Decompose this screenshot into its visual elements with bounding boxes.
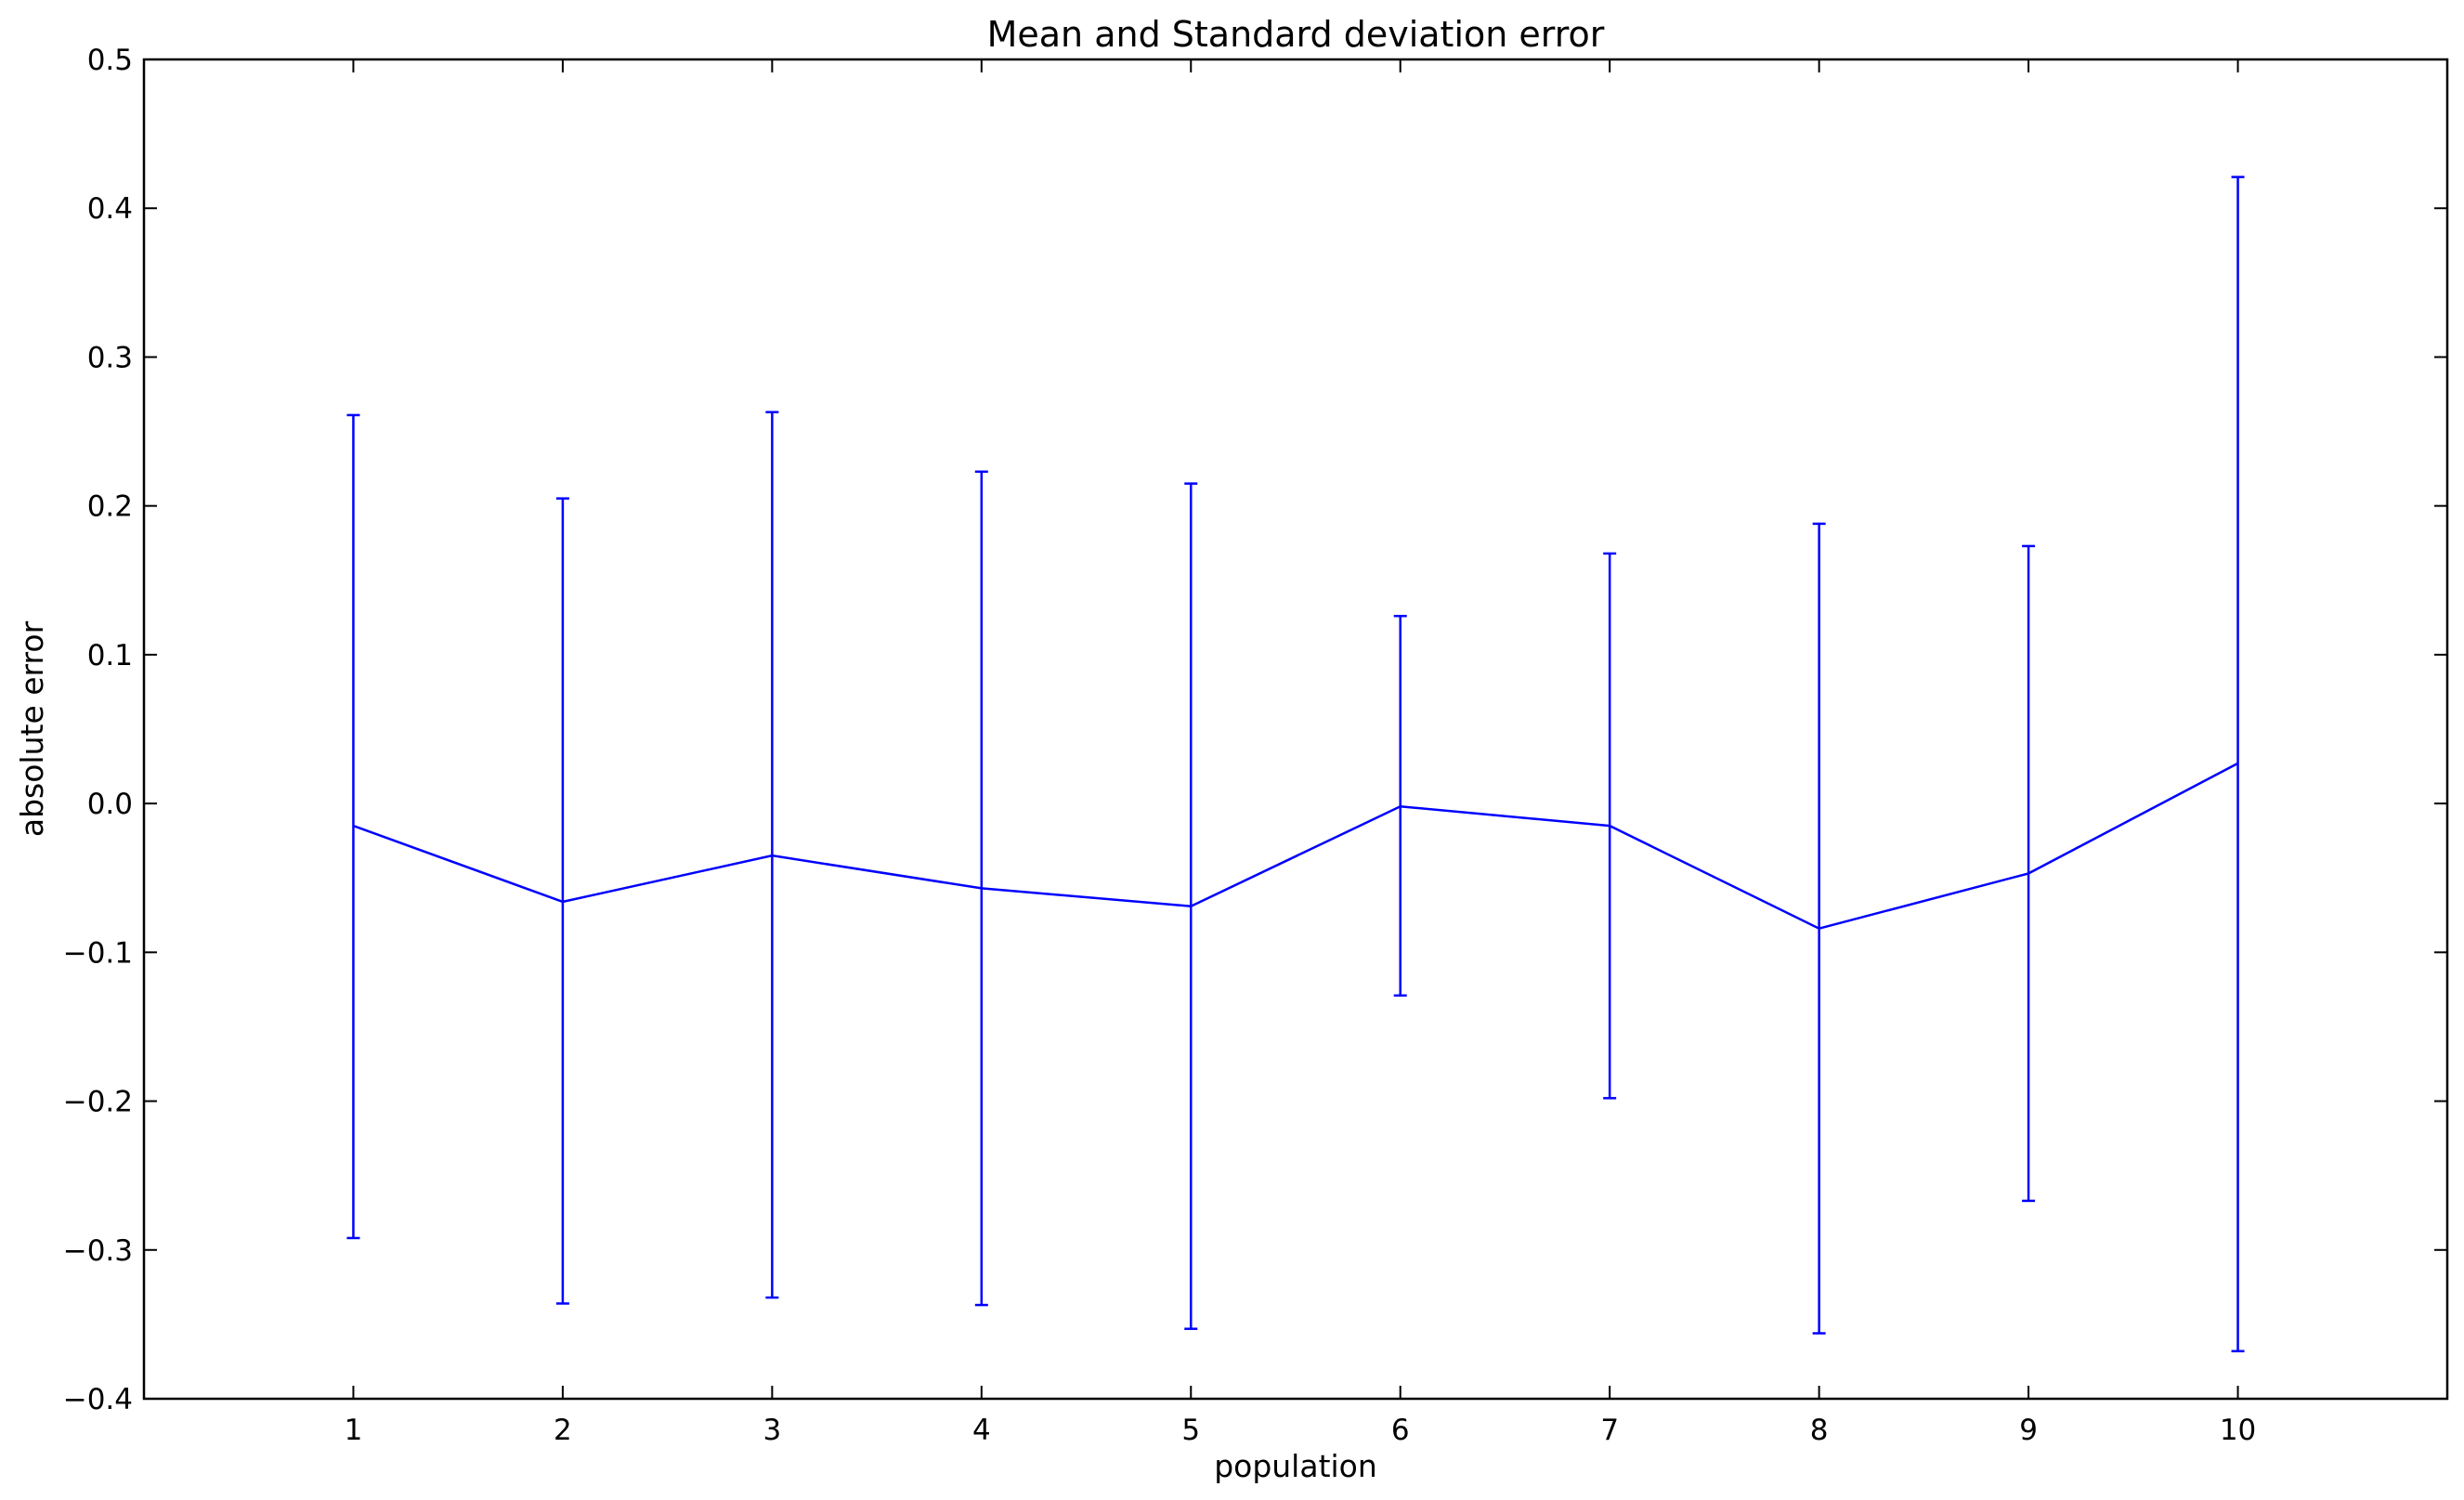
x-tick-label: 4 bbox=[972, 1414, 991, 1447]
x-tick-label: 9 bbox=[2019, 1414, 2038, 1447]
plot-marks bbox=[346, 176, 2245, 1352]
x-axis-label: population bbox=[1214, 1448, 1377, 1484]
x-tick-label: 3 bbox=[763, 1414, 781, 1447]
x-tick-label: 8 bbox=[1810, 1414, 1829, 1447]
x-tick-label: 1 bbox=[345, 1414, 363, 1447]
y-tick-label: −0.3 bbox=[63, 1234, 133, 1268]
y-tick-label: 0.5 bbox=[87, 44, 133, 77]
y-tick-label: −0.1 bbox=[63, 936, 133, 970]
chart-title: Mean and Standard deviation error bbox=[987, 14, 1605, 55]
y-tick-label: 0.0 bbox=[87, 788, 133, 821]
y-tick-label: −0.4 bbox=[63, 1383, 133, 1416]
y-tick-label: 0.3 bbox=[87, 341, 133, 374]
y-tick-label: 0.1 bbox=[87, 639, 133, 672]
x-tick-label: 10 bbox=[2220, 1414, 2256, 1447]
y-tick-label: −0.2 bbox=[63, 1086, 133, 1119]
x-tick-label: 6 bbox=[1391, 1414, 1410, 1447]
y-tick-label: 0.4 bbox=[87, 192, 133, 226]
x-tick-label: 7 bbox=[1600, 1414, 1619, 1447]
x-tick-label: 2 bbox=[554, 1414, 572, 1447]
mean-line bbox=[353, 762, 2239, 931]
axis-ticks: 1 2 3 4 5 6 7 8 9 10 −0.4 −0.3 −0.2 −0.1 0.0 0.1 0.2 0.3 0… bbox=[63, 44, 2447, 1447]
y-axis-label: absolute error bbox=[14, 620, 50, 837]
y-tick-label: 0.2 bbox=[87, 490, 133, 524]
plot-frame bbox=[142, 58, 2449, 1401]
x-tick-label: 5 bbox=[1181, 1414, 1200, 1447]
